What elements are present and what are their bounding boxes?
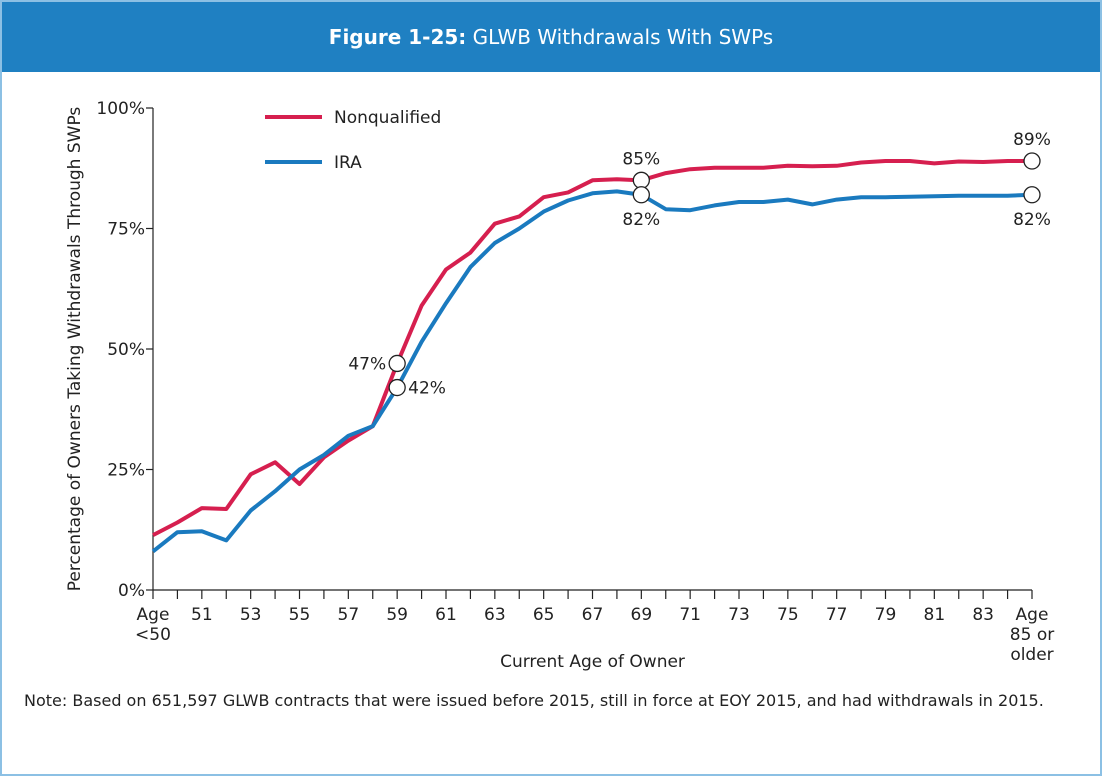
data-label: 82% xyxy=(622,210,660,230)
x-tick-label: 55 xyxy=(289,605,311,625)
x-axis-label: Current Age of Owner xyxy=(500,652,685,672)
title-label: Figure 1-25: xyxy=(328,25,467,49)
x-tick-label: Age <50 xyxy=(135,605,171,645)
y-tick-label: 25% xyxy=(107,461,145,481)
data-label: 82% xyxy=(1013,210,1051,230)
x-tick-label: 57 xyxy=(338,605,360,625)
data-point xyxy=(388,378,406,397)
x-tick-label: 63 xyxy=(484,605,506,625)
data-label: 85% xyxy=(622,149,660,169)
x-tick-label: 69 xyxy=(631,605,653,625)
data-point xyxy=(632,171,650,189)
y-tick-label: 50% xyxy=(107,340,145,360)
x-tick-label: 61 xyxy=(435,605,457,625)
x-tick-label: 53 xyxy=(240,605,262,625)
x-tick-label: 73 xyxy=(728,605,750,625)
data-point xyxy=(632,186,650,204)
x-tick-label: 59 xyxy=(386,605,408,625)
data-label: 42% xyxy=(408,379,446,399)
legend-label: IRA xyxy=(334,153,362,173)
chart: 0% 25% 50% 75% 100% Age <50 51 53 55 57 59 61 63 65 67 6… xyxy=(65,99,1054,672)
data-label: 47% xyxy=(348,354,386,374)
y-tick-label: 0% xyxy=(118,581,145,601)
y-tick-label: 75% xyxy=(107,220,145,240)
data-label: 89% xyxy=(1013,130,1051,150)
y-tick-label: 100% xyxy=(96,99,145,119)
data-point xyxy=(388,354,406,373)
data-point xyxy=(1023,186,1041,204)
x-tick-label: Age 85 or older xyxy=(1010,605,1054,665)
legend-label: Nonqualified xyxy=(334,108,441,128)
x-tick-label: 71 xyxy=(679,605,701,625)
x-tick-label: 75 xyxy=(777,605,799,625)
x-tick-label: 77 xyxy=(826,605,848,625)
chart-title: GLWB Withdrawals With SWPs xyxy=(472,25,774,49)
x-tick-label: 65 xyxy=(533,605,555,625)
header: Figure 1-25: GLWB Withdrawals With SWPs xyxy=(2,2,1100,72)
note: Note: Based on 651,597 GLWB contracts th… xyxy=(24,691,1044,710)
x-tick-label: 79 xyxy=(875,605,897,625)
data-point xyxy=(1023,152,1041,170)
x-tick-label: 51 xyxy=(191,605,213,625)
x-tick-label: 67 xyxy=(582,605,604,625)
x-tick-label: 81 xyxy=(924,605,946,625)
y-axis-label: Percentage of Owners Taking Withdrawals … xyxy=(65,107,85,592)
series-line xyxy=(151,189,1033,553)
series-line xyxy=(152,159,1032,537)
x-tick-label: 83 xyxy=(972,605,994,625)
